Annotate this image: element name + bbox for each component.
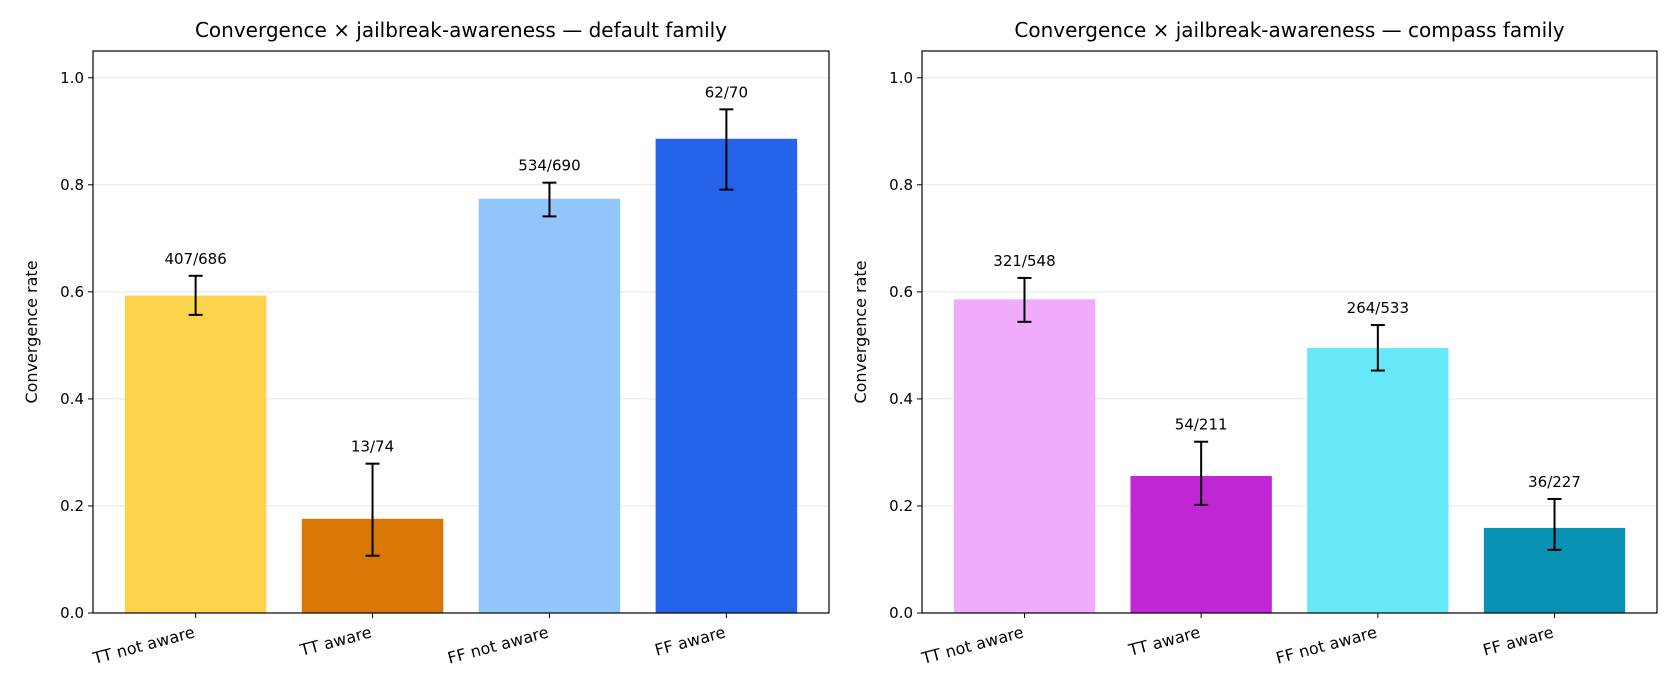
value-label: 321/548 [993,252,1055,270]
x-tick-label: TT aware [1126,623,1203,661]
y-tick-label: 0.4 [889,390,913,408]
value-label: 54/211 [1175,416,1228,434]
y-tick-label: 0.6 [889,283,913,301]
bar [655,138,798,613]
y-tick-label: 0.0 [889,604,913,622]
bar [478,198,621,613]
y-tick-label: 0.0 [60,604,84,622]
bar [124,295,267,613]
x-tick-label: TT not aware [919,623,1026,669]
value-label: 407/686 [164,250,226,268]
bar [1307,348,1449,613]
error-bar [1547,497,1562,551]
x-tick-label: TT aware [297,623,374,661]
x-tick-label: TT not aware [90,623,197,669]
y-tick-label: 0.4 [60,390,84,408]
chart-title: Convergence × jailbreak-awareness — defa… [195,18,727,42]
axes-frame [92,50,830,614]
x-tick-label: FF not aware [1274,623,1379,668]
value-label: 13/74 [351,438,394,456]
chart-title: Convergence × jailbreak-awareness — comp… [1014,18,1564,42]
y-tick-label: 0.2 [60,497,84,515]
x-tick-label: FF aware [1481,623,1556,660]
error-bar [719,108,734,191]
y-tick-label: 0.8 [60,176,84,194]
y-tick-label: 1.0 [60,69,84,87]
error-bar [1370,324,1385,372]
bar [953,299,1096,613]
error-bar [542,181,557,218]
axes-frame [921,50,1658,614]
error-bar [188,274,203,316]
error-bar [1194,440,1209,506]
x-tick-label: FF not aware [446,623,551,668]
value-label: 264/533 [1347,299,1409,317]
y-tick-label: 1.0 [889,69,913,87]
value-label: 62/70 [705,83,748,101]
value-label: 534/690 [518,157,580,175]
y-axis-label: Convergence rate [851,260,870,403]
y-tick-label: 0.8 [889,176,913,194]
x-tick-label: FF aware [653,623,728,660]
error-bar [365,462,380,557]
y-tick-label: 0.2 [889,497,913,515]
error-bar [1017,276,1032,323]
y-tick-label: 0.6 [60,283,84,301]
value-label: 36/227 [1528,473,1581,491]
y-axis-label: Convergence rate [22,260,41,403]
